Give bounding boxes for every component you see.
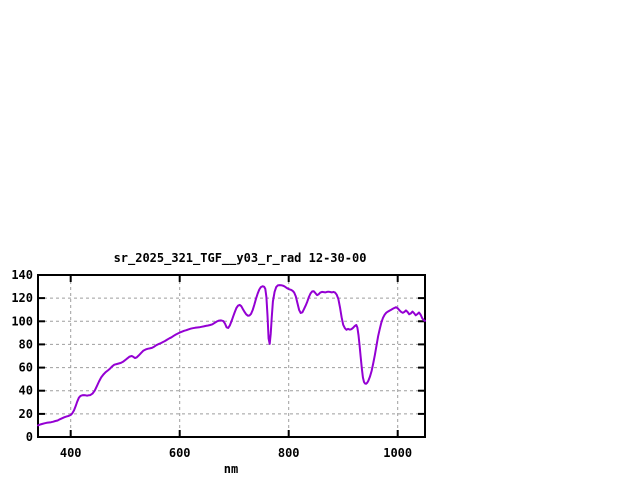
y-tick-label: 20 <box>19 407 33 421</box>
grid-lines <box>38 275 425 437</box>
x-tick-label: 1000 <box>383 446 412 460</box>
y-tick-label: 140 <box>11 268 33 282</box>
y-tick-label: 60 <box>19 361 33 375</box>
x-tick-label: 600 <box>169 446 191 460</box>
y-tick-label: 100 <box>11 314 33 328</box>
y-tick-label: 0 <box>26 430 33 444</box>
chart-title: sr_2025_321_TGF__y03_r_rad 12-30-00 <box>114 251 367 266</box>
axis-ticks <box>38 274 425 438</box>
y-tick-label: 80 <box>19 337 33 351</box>
y-tick-label: 120 <box>11 291 33 305</box>
plot-border <box>37 274 426 438</box>
x-axis-label: nm <box>224 462 238 476</box>
x-tick-labels: 400 600 800 1000 <box>60 446 412 460</box>
x-tick-label: 800 <box>278 446 300 460</box>
y-tick-label: 40 <box>19 384 33 398</box>
y-tick-labels: 0 20 40 60 80 100 120 140 <box>11 268 33 444</box>
series-line-radiance <box>37 284 426 427</box>
x-tick-label: 400 <box>60 446 82 460</box>
